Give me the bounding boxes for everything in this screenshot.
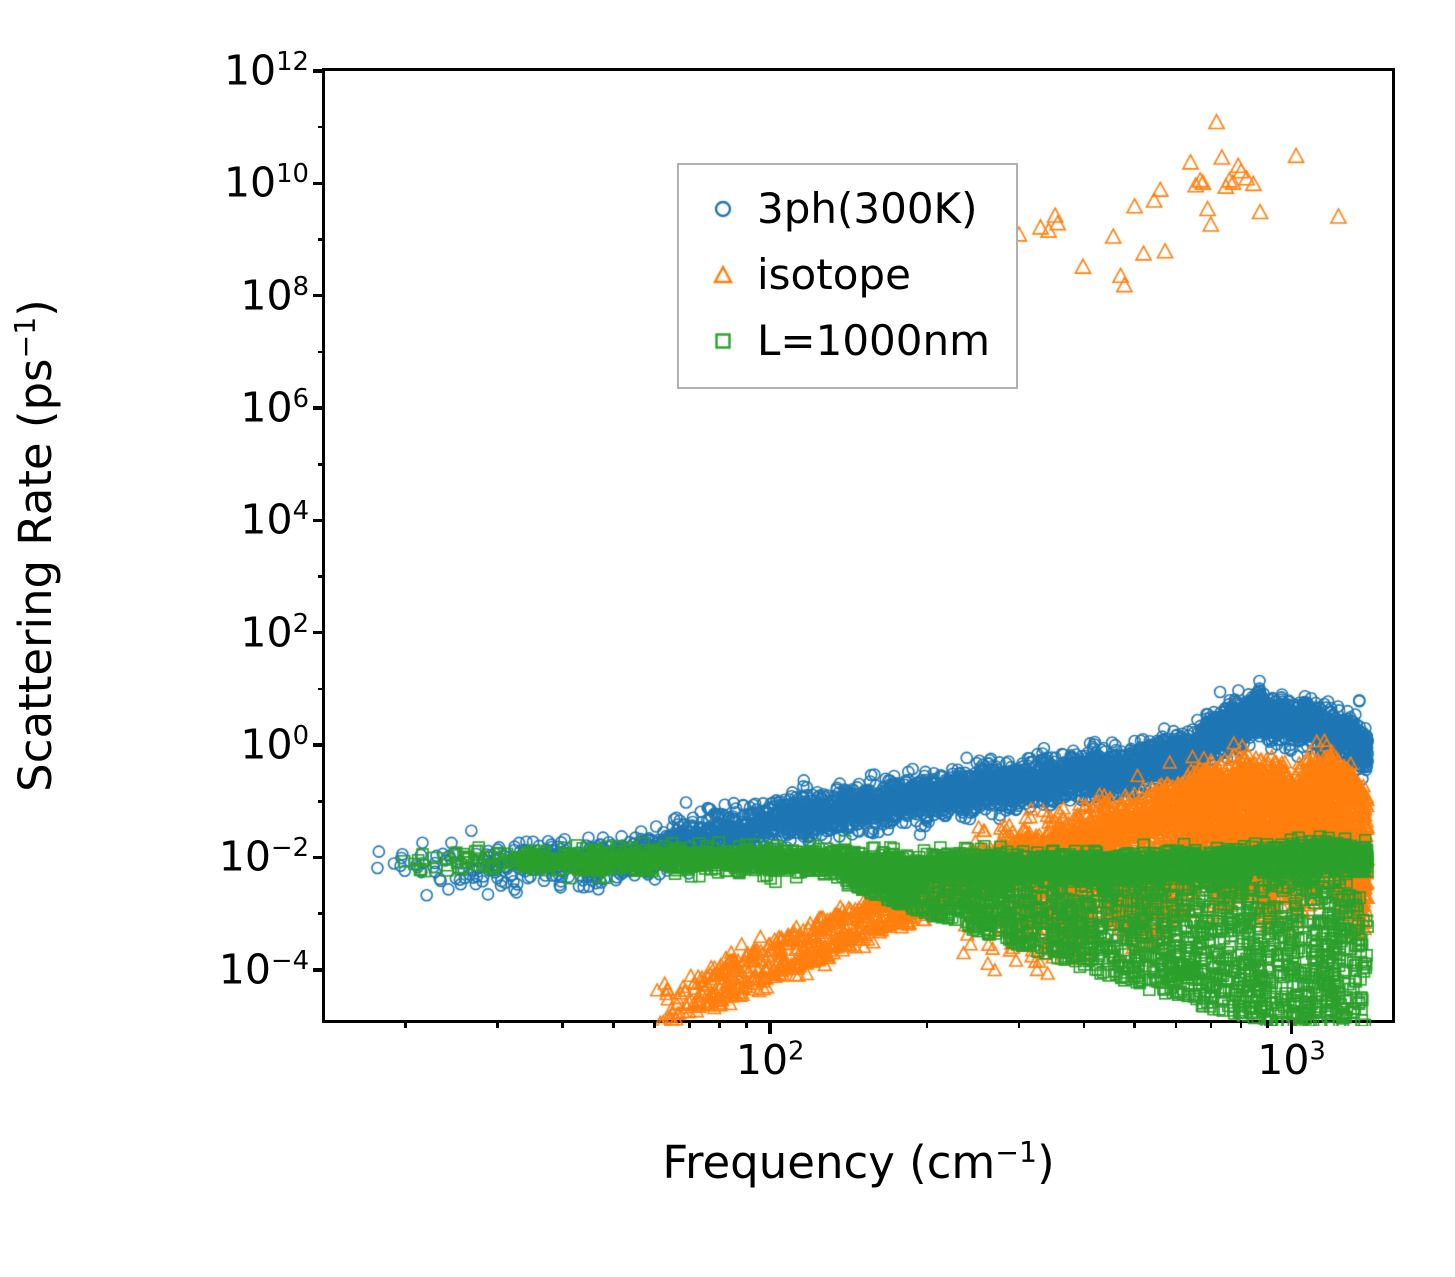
- triangle-marker-icon: [695, 255, 751, 295]
- x-tick-label: 102: [735, 1036, 805, 1084]
- legend-box: 3ph(300K) isotope L=1000nm: [677, 163, 1019, 389]
- y-tick-major: [313, 631, 325, 635]
- square-marker-icon: [695, 321, 751, 361]
- y-tick-label: 108: [240, 271, 309, 320]
- y-tick-minor: [318, 238, 325, 241]
- y-tick-label: 10−4: [218, 945, 309, 994]
- x-tick-minor: [718, 1020, 721, 1028]
- x-tick-minor: [1174, 1020, 1178, 1028]
- y-tick-major: [313, 855, 325, 860]
- y-tick-label: 102: [240, 608, 309, 657]
- y-tick-label: 106: [240, 383, 309, 432]
- y-tick-minor: [318, 912, 325, 915]
- x-axis-title: Frequency (cm−1): [322, 1138, 1395, 1185]
- y-tick-minor: [318, 575, 325, 578]
- y-axis-title-text: Scattering Rate (ps−1): [8, 299, 62, 792]
- plot-area: 10−4 10−2 100 102 104 106 108 1010 1012 102 103 3…: [219, 49, 1398, 1081]
- x-tick-label: 103: [1257, 1036, 1326, 1084]
- y-tick-label: 1012: [223, 46, 309, 95]
- legend-item-triangle: isotope: [695, 242, 990, 308]
- x-tick-minor: [1017, 1020, 1021, 1028]
- legend-label: L=1000nm: [757, 316, 991, 365]
- y-axis-title: Scattering Rate (ps−1): [0, 68, 70, 1023]
- y-tick-minor: [318, 687, 325, 691]
- y-tick-major: [313, 968, 325, 972]
- y-tick-label: 100: [240, 720, 309, 769]
- x-tick-minor: [1239, 1020, 1243, 1028]
- x-tick-major: [1289, 1020, 1294, 1034]
- x-tick-minor: [1133, 1020, 1136, 1028]
- y-tick-major: [313, 294, 325, 298]
- x-tick-minor: [688, 1020, 691, 1028]
- y-tick-minor: [318, 462, 325, 466]
- y-tick-label: 1010: [223, 158, 309, 207]
- y-tick-minor: [318, 350, 325, 354]
- y-tick-major: [313, 69, 325, 73]
- y-tick-major: [313, 406, 325, 410]
- x-tick-minor: [925, 1020, 929, 1028]
- x-tick-minor: [745, 1020, 748, 1028]
- y-tick-major: [313, 518, 325, 523]
- y-tick-label: 104: [240, 495, 309, 544]
- x-axis-title-text: Frequency (cm−1): [662, 1136, 1055, 1189]
- x-tick-minor: [404, 1020, 408, 1028]
- y-tick-minor: [318, 799, 325, 803]
- y-tick-major: [313, 181, 325, 186]
- y-tick-major: [313, 743, 325, 747]
- legend-item-circle: 3ph(300K): [695, 176, 990, 242]
- circle-marker-icon: [695, 189, 751, 229]
- legend-label: 3ph(300K): [757, 184, 978, 233]
- x-tick-minor: [1082, 1020, 1086, 1028]
- x-tick-minor: [611, 1020, 615, 1028]
- legend-item-square: L=1000nm: [695, 308, 990, 374]
- x-tick-minor: [1209, 1020, 1213, 1028]
- x-tick-minor: [561, 1020, 564, 1028]
- x-tick-minor: [496, 1020, 499, 1028]
- x-tick-minor: [1266, 1020, 1269, 1028]
- x-tick-minor: [653, 1020, 656, 1028]
- x-tick-major: [768, 1020, 772, 1034]
- y-tick-minor: [318, 125, 325, 129]
- y-tick-label: 10−2: [218, 832, 309, 881]
- legend-label: isotope: [757, 250, 911, 299]
